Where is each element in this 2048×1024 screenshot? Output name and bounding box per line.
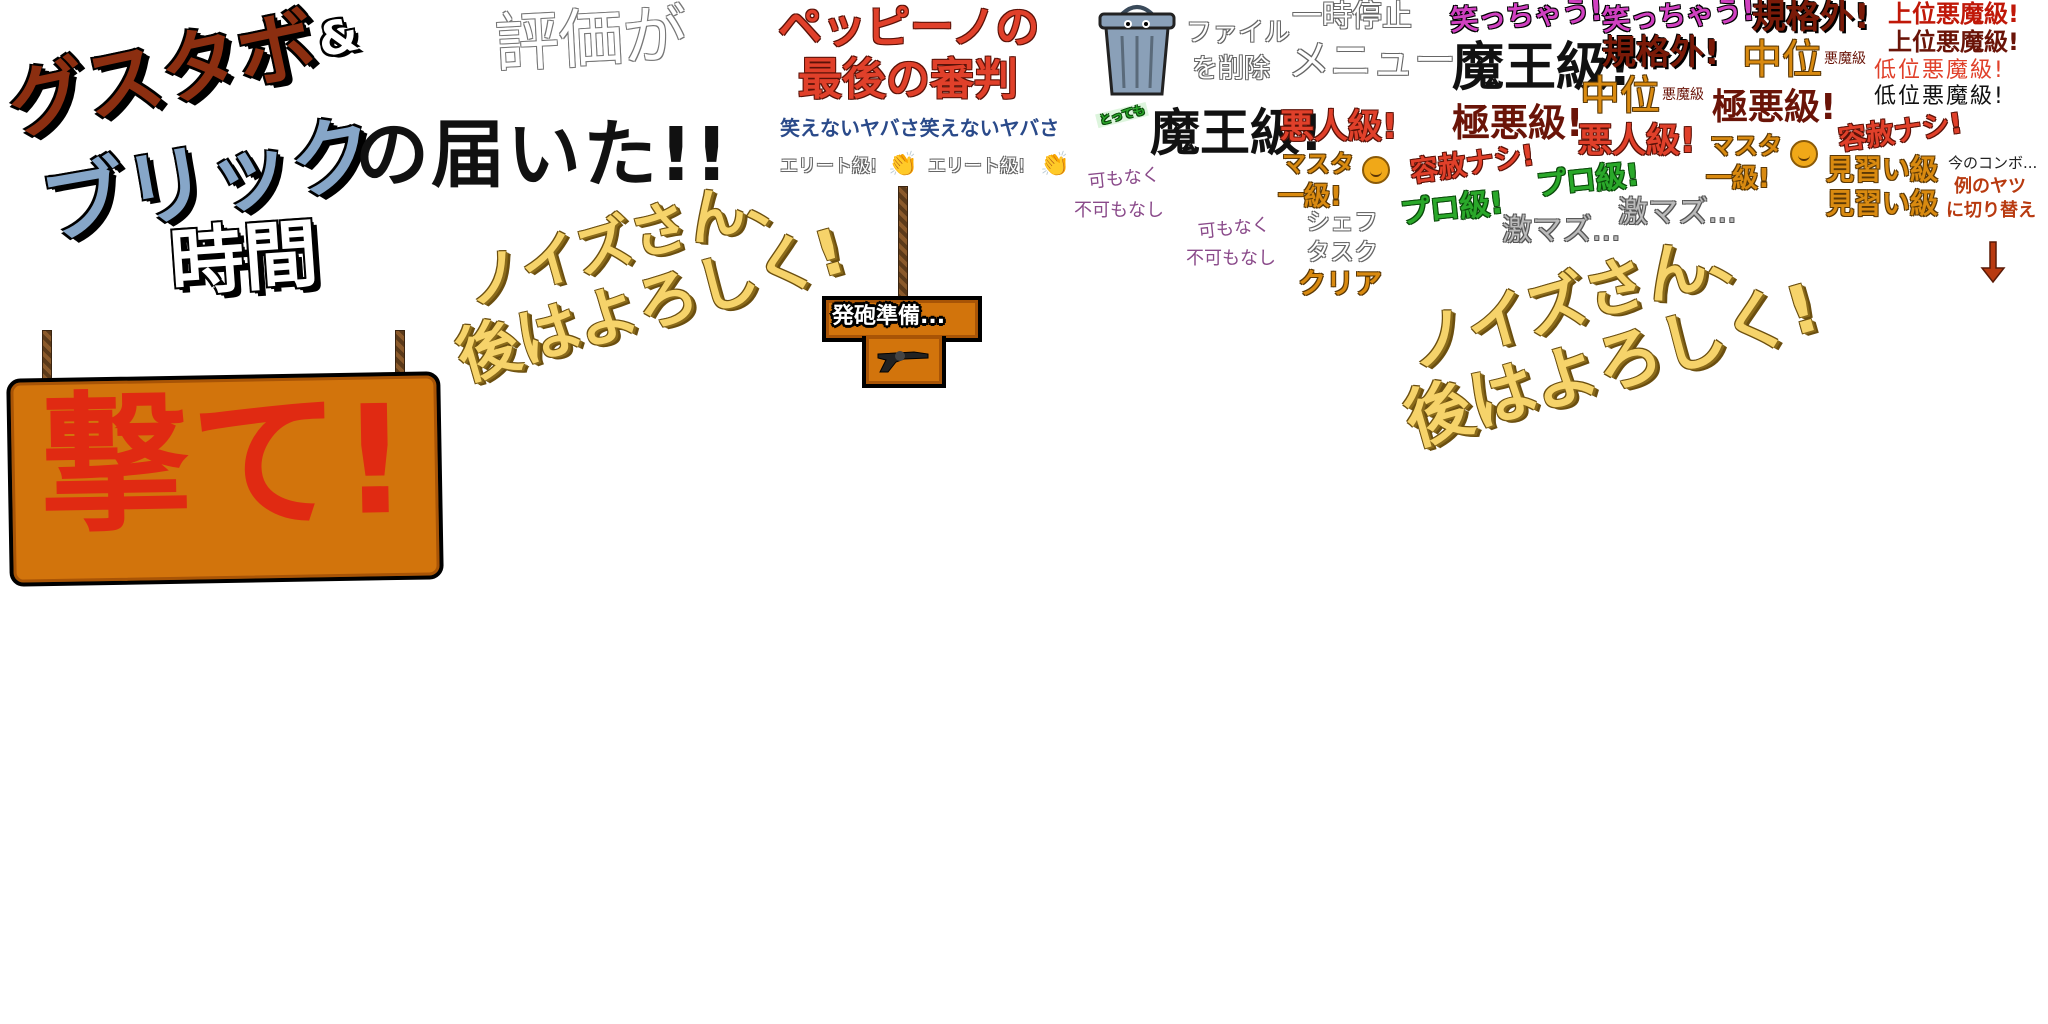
smiley-icon [1790,140,1818,168]
rank-maou-1: 魔王級! [1150,104,1323,162]
title-delivered: の届いた!! [355,112,731,198]
chef-task-1: シェフ [1306,208,1378,236]
rank-master-2a: マスタ [1710,132,1782,160]
title-ampersand: & [312,6,364,68]
clap-icon: 👏 [1040,150,1070,178]
rank-pro-1: プロ級! [1398,185,1506,232]
rank-mid-demon-1: 中位 [1742,37,1822,83]
peppino-title-1: ペッピーノの [778,2,1040,53]
rank-lower-demon-2: 低位悪魔級! [1874,84,2005,109]
smiley-icon [1362,156,1390,184]
fire-sign-bottom [862,336,946,388]
rank-mid-demon-2: 中位 [1580,73,1660,119]
rank-upper-demon-1: 上位悪魔級! [1888,0,2019,28]
rank-merciless-2: 容赦ナシ! [1836,106,1965,157]
rank-extraordinary-1: 規格外! [1752,0,1870,37]
rank-lower-demon-1: 低位悪魔級! [1874,58,2005,83]
rank-disgusting-1: 激マズ... [1502,213,1621,248]
arrow-down-icon [1980,241,2006,284]
rope-left [42,330,52,380]
rank-apprentice-1: 見習い級 [1826,153,1939,186]
pause-label-1: 一時停止 [1292,0,1412,34]
rank-villain-2: 極悪級! [1712,87,1837,128]
rank-so-so-2b: 不可もなし [1186,248,1276,269]
clap-icon: 👏 [888,150,918,178]
rank-mid-demon-2-sub: 悪魔級 [1662,87,1704,103]
combo-text-2: 例のヤツ [1954,176,2026,197]
cant-laugh-text: 笑えないヤバさ笑えないヤバさ [780,116,1060,140]
shoot-sign-text: 撃て! [39,373,411,555]
rank-merciless-1: 容赦ナシ! [1408,138,1537,189]
pause-label-2: メニュー [1288,36,1457,85]
rank-villain-1: 極悪級! [1452,101,1584,145]
rank-akunin-1: 悪人級! [1280,107,1398,147]
rank-mid-demon-1-sub: 悪魔級 [1824,51,1866,67]
rank-upper-demon-2: 上位悪魔級! [1888,28,2019,56]
rank-so-so-1b: 不可もなし [1074,200,1164,221]
chef-task-3: クリア [1298,267,1383,300]
revolver-icon [877,351,929,373]
fire-sign-label: 発砲準備... [832,304,946,329]
elite-rank-2: エリート級! [928,156,1026,177]
combo-text-1: 今のコンボ... [1948,154,2038,172]
rank-master-2b: 一級! [1706,164,1770,194]
shoot-sign: 撃て! [6,371,444,587]
rank-master-1b: 一級! [1278,182,1342,212]
rank-apprentice-2: 見習い級 [1826,187,1939,220]
chef-task-2: タスク [1306,238,1378,266]
delete-file-label-2: を削除 [1192,54,1271,84]
peppino-title-2: 最後の審判 [798,54,1018,105]
rating-header: 評価が [493,0,689,82]
rank-so-so-1a: 可もなく [1087,164,1161,193]
trash-tag: とっても [1095,101,1150,129]
combo-text-3: に切り替え [1946,200,2036,221]
trash-can-icon [1098,5,1176,96]
rank-maou-2: 魔王級! [1452,38,1632,98]
rank-extraordinary-2: 規格外! [1602,33,1720,73]
rank-laughable-2: 笑っちゃう! [1601,0,1756,38]
rank-disgusting-2: 激マズ... [1618,195,1737,230]
title-time: 時間 [167,210,321,308]
elite-rank-1: エリート級! [780,156,878,177]
rank-master-1a: マスタ [1282,150,1354,178]
rank-laughable-1: 笑っちゃう! [1449,0,1604,38]
delete-file-label-1: ファイル [1186,18,1291,48]
rope-fire-sign [898,186,908,306]
rank-so-so-2a: 可もなく [1197,214,1271,243]
rank-akunin-2: 悪人級! [1578,121,1696,161]
